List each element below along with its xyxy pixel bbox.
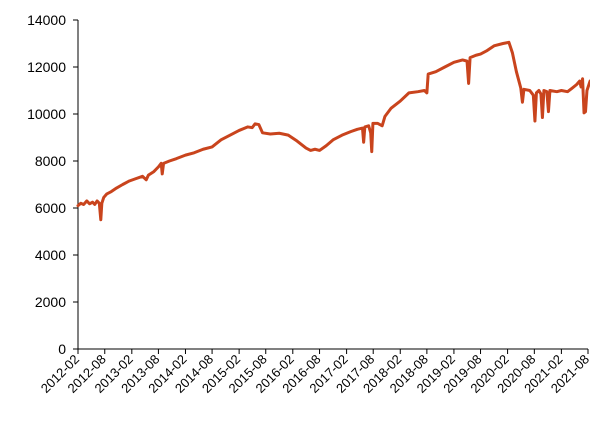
series-line-0	[76, 40, 590, 222]
y-tick-label: 10000	[27, 106, 66, 122]
series-layer	[76, 40, 590, 222]
x-axis: 2012-022012-082013-022013-082014-022014-…	[38, 348, 590, 396]
y-tick-label: 4000	[35, 247, 66, 263]
y-tick-label: 14000	[27, 12, 66, 28]
y-tick-label: 12000	[27, 59, 66, 75]
y-tick-label: 8000	[35, 153, 66, 169]
y-tick-label: 0	[58, 341, 66, 357]
y-axis: 0 2000 4000 6000 8000 10000 12000 14000	[27, 12, 79, 357]
y-tick-label: 2000	[35, 294, 66, 310]
y-tick-label: 6000	[35, 200, 66, 216]
